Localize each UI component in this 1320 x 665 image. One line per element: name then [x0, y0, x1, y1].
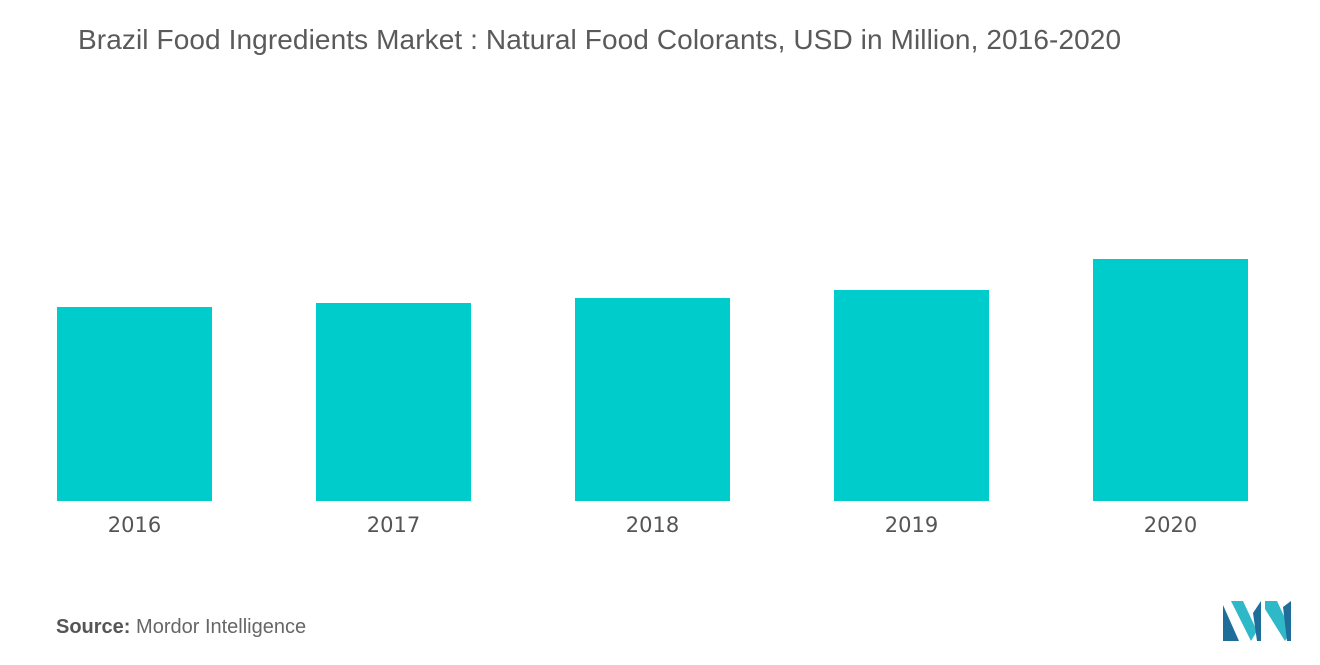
x-tick-label-2019: 2019	[885, 513, 938, 537]
source-text: Mordor Intelligence	[136, 616, 307, 638]
bar-2016	[57, 307, 212, 501]
mordor-intelligence-logo-icon	[1223, 601, 1291, 641]
x-tick-label-2017: 2017	[367, 513, 420, 537]
source-note: Source: Mordor Intelligence	[56, 616, 306, 639]
bar-2019	[834, 290, 989, 501]
bar-2018	[575, 298, 730, 501]
x-tick-label-2016: 2016	[108, 513, 161, 537]
chart-title: Brazil Food Ingredients Market : Natural…	[78, 24, 1122, 55]
x-tick-label-2018: 2018	[626, 513, 679, 537]
x-axis-ticks: 2016 2017 2018 2019 2020	[108, 513, 1197, 537]
source-label: Source:	[56, 616, 131, 638]
x-tick-label-2020: 2020	[1144, 513, 1197, 537]
bar-2020	[1093, 259, 1248, 501]
bar-2017	[316, 303, 471, 501]
bars-group	[57, 259, 1248, 501]
